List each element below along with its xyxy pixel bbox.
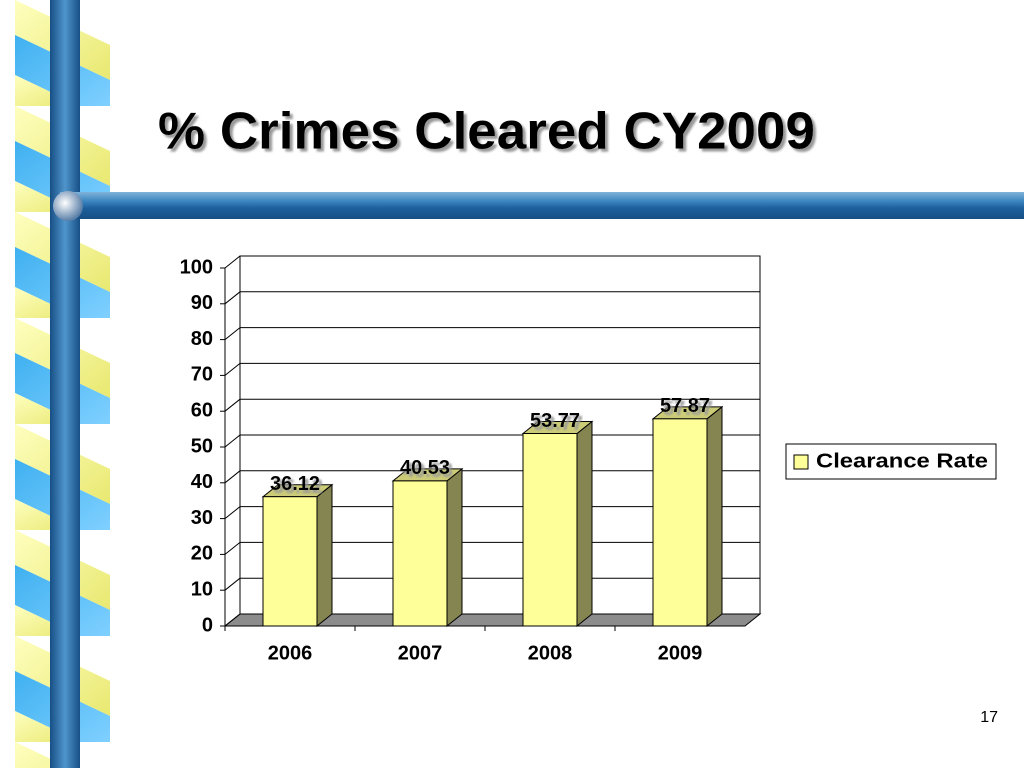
y-tick-label: 90 <box>191 292 213 314</box>
grid-line <box>224 255 241 269</box>
grid-line <box>224 577 241 591</box>
decoration <box>50 0 80 768</box>
chart-title: % Crimes Cleared CY2009 <box>158 103 815 161</box>
grid-line <box>224 291 241 305</box>
value-label: 57.87 <box>660 395 710 417</box>
grid-line <box>224 470 241 484</box>
y-tick-label: 60 <box>191 399 213 421</box>
x-tick-label: 2008 <box>528 642 573 664</box>
y-tick-label: 80 <box>191 328 213 350</box>
grid-line <box>224 327 241 340</box>
y-tick-label: 0 <box>202 614 213 636</box>
bar-side <box>446 467 463 628</box>
grid-line <box>224 398 241 412</box>
bar-side <box>316 483 333 628</box>
y-tick-label: 100 <box>180 256 213 278</box>
grid-line <box>224 506 241 519</box>
value-label: 36.12 <box>270 473 320 495</box>
decoration <box>53 191 83 221</box>
y-tick-label: 50 <box>191 435 213 457</box>
y-tick-label: 30 <box>191 507 213 529</box>
x-tick-label: 2006 <box>268 642 313 664</box>
bar <box>522 433 578 627</box>
bar <box>262 496 318 627</box>
y-tick-label: 20 <box>191 543 213 565</box>
bar-side <box>576 420 593 628</box>
bar <box>392 480 448 627</box>
grid-line <box>224 434 241 448</box>
legend-label: Clearance Rate <box>816 450 988 472</box>
value-label: 40.53 <box>400 457 450 479</box>
bar <box>652 418 708 627</box>
grid-line <box>224 363 241 376</box>
legend-box <box>785 443 997 480</box>
grid-line <box>224 613 241 627</box>
grid-line <box>224 542 241 555</box>
y-tick-label: 10 <box>191 578 213 600</box>
value-label: 53.77 <box>530 410 580 432</box>
y-tick-label: 40 <box>191 471 213 493</box>
x-tick-label: 2009 <box>658 642 703 664</box>
title-rule <box>60 192 1024 219</box>
y-tick-label: 70 <box>191 364 213 386</box>
legend-swatch <box>793 454 809 470</box>
page-number: 17 <box>980 709 998 726</box>
x-tick-label: 2007 <box>398 642 443 664</box>
bar-side <box>706 405 723 628</box>
chart: 0 10 20 30 40 50 60 70 80 90 100 2006 2007 2008 2009 36… <box>180 255 997 664</box>
